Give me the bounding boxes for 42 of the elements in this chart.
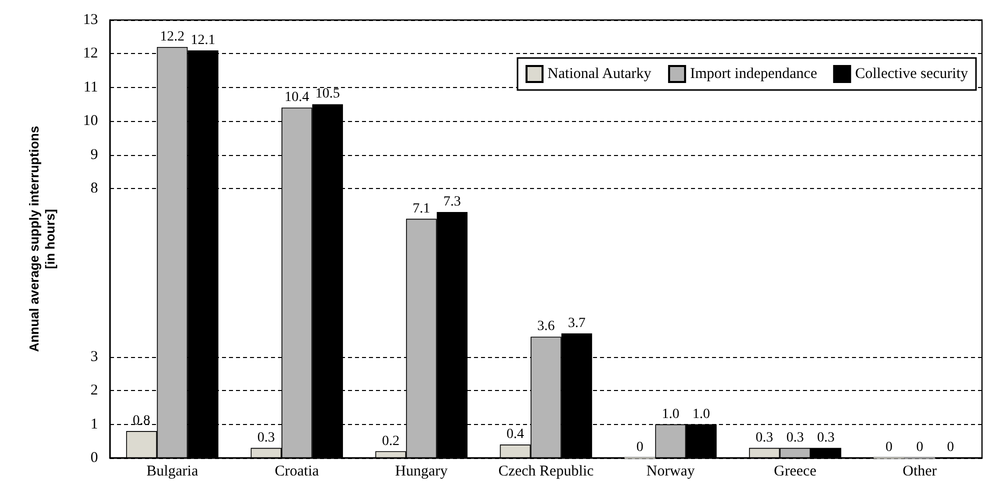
y-tick-label: 1 bbox=[90, 416, 98, 432]
data-label: 0.3 bbox=[257, 430, 275, 446]
y-tick-label: 9 bbox=[90, 146, 98, 163]
data-label: 12.1 bbox=[190, 32, 216, 48]
data-label: 7.1 bbox=[412, 201, 430, 216]
x-tick-label: Norway bbox=[646, 464, 696, 480]
y-tick-label: 13 bbox=[83, 12, 98, 28]
legend-label: Import independance bbox=[690, 66, 818, 82]
x-tick-label: Croatia bbox=[274, 464, 320, 480]
y-tick-label: 8 bbox=[90, 180, 98, 196]
data-label: 0 bbox=[946, 440, 954, 455]
y-tick-label: 2 bbox=[90, 382, 98, 399]
x-tick-label: Czech Republic bbox=[498, 464, 594, 480]
data-label: 0.3 bbox=[817, 430, 835, 446]
data-label: 1.0 bbox=[662, 406, 680, 422]
legend-label: National Autarky bbox=[548, 66, 652, 82]
x-tick-label: Bulgaria bbox=[146, 464, 198, 480]
data-label: 10.4 bbox=[284, 90, 310, 106]
data-label: 7.3 bbox=[443, 194, 461, 210]
data-label: 0.3 bbox=[786, 430, 804, 446]
data-label: 0.2 bbox=[382, 434, 400, 449]
data-label: 0 bbox=[636, 440, 644, 455]
y-axis-title: Annual average supply interruptions [in hours] bbox=[26, 126, 58, 352]
data-label: 10.5 bbox=[315, 86, 340, 102]
y-tick-label: 10 bbox=[83, 113, 98, 130]
data-label: 12.2 bbox=[160, 29, 185, 44]
data-label: 3.6 bbox=[537, 319, 555, 334]
x-tick-label: Hungary bbox=[395, 464, 448, 480]
y-tick-label: 0 bbox=[90, 450, 98, 466]
data-label: 0 bbox=[885, 440, 892, 455]
y-tick-label: 12 bbox=[83, 46, 98, 62]
data-label: 0 bbox=[916, 440, 924, 455]
x-tick-label: Greece bbox=[774, 464, 817, 480]
legend-label: Collective security bbox=[855, 66, 968, 82]
data-label: 0.8 bbox=[132, 414, 150, 429]
data-label: 0.3 bbox=[756, 430, 774, 446]
data-label: 0.4 bbox=[506, 427, 524, 442]
x-tick-label: Other bbox=[902, 464, 937, 480]
y-tick-label: 3 bbox=[90, 348, 98, 365]
data-label: 3.7 bbox=[568, 316, 586, 331]
y-tick-label: 11 bbox=[84, 79, 98, 96]
data-label: 1.0 bbox=[692, 406, 710, 422]
